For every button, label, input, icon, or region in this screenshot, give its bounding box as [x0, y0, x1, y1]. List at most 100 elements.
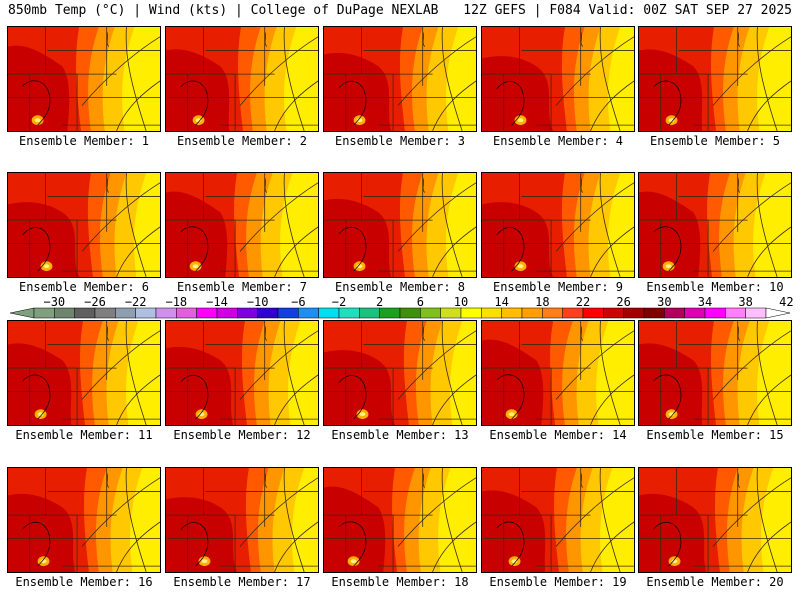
- state-boundary: [555, 182, 634, 252]
- state-boundary: [432, 80, 476, 131]
- state-boundary: [81, 182, 160, 252]
- warm-spot-core: [350, 559, 357, 564]
- state-boundary: [747, 521, 791, 572]
- state-boundary: [283, 27, 305, 131]
- warm-spot-core: [201, 559, 208, 564]
- colorbar-tick-label: 18: [535, 295, 550, 309]
- temperature-field: [639, 27, 791, 131]
- ensemble-member-map: [638, 467, 792, 573]
- state-boundary: [274, 226, 318, 277]
- ensemble-member-label: Ensemble Member: 13: [331, 428, 469, 442]
- state-boundary: [756, 468, 778, 572]
- ensemble-member-map: [481, 320, 635, 426]
- colorbar-tick-label: 22: [575, 295, 591, 309]
- colorbar-swatch: [135, 307, 157, 319]
- ensemble-member-label: Ensemble Member: 5: [649, 134, 781, 148]
- state-boundary: [747, 226, 791, 277]
- temperature-contour: [180, 522, 209, 567]
- temperature-band: [8, 493, 76, 572]
- colorbar-swatch: [562, 307, 584, 319]
- warm-spot-core: [668, 118, 675, 123]
- temperature-field: [8, 321, 160, 425]
- ensemble-member-map: [323, 467, 477, 573]
- colorbar-tick-label: −18: [165, 295, 188, 309]
- ensemble-member-map: [481, 172, 635, 278]
- state-boundary: [590, 521, 634, 572]
- temperature-contour: [22, 374, 51, 420]
- state-boundary: [712, 182, 791, 252]
- state-boundary: [116, 521, 160, 572]
- colorbar-swatch: [115, 307, 136, 319]
- colorbar-swatch: [216, 307, 238, 319]
- temperature-field: [639, 173, 791, 277]
- temperature-band: [166, 497, 238, 572]
- warm-spot-core: [359, 412, 366, 417]
- state-boundary: [274, 374, 318, 425]
- colorbar-swatch: [359, 307, 380, 319]
- colorbar-tick-label: 10: [453, 295, 469, 309]
- state-boundary: [283, 321, 305, 425]
- state-boundary: [432, 374, 476, 425]
- temperature-contour: [338, 80, 367, 126]
- warm-spot-core: [508, 412, 515, 417]
- temperature-field: [324, 27, 476, 131]
- colorbar-tick-label: −30: [43, 295, 66, 309]
- warm-spot-core: [37, 412, 44, 417]
- colorbar-swatch: [176, 307, 197, 319]
- ensemble-member-map: [638, 172, 792, 278]
- colorbar-swatch: [684, 307, 706, 319]
- warm-spot-core: [356, 118, 363, 123]
- state-boundary: [422, 177, 426, 193]
- ensemble-member-label: Ensemble Member: 20: [646, 575, 784, 589]
- state-boundary: [555, 477, 634, 547]
- state-boundary: [441, 321, 463, 425]
- state-boundary: [125, 173, 147, 277]
- state-boundary: [599, 468, 621, 572]
- temperature-contour: [180, 80, 209, 126]
- temperature-field: [8, 173, 160, 277]
- temperature-contour: [22, 521, 51, 567]
- state-boundary: [555, 330, 634, 400]
- temperature-band: [8, 343, 72, 425]
- state-boundary: [599, 321, 621, 425]
- temperature-band: [324, 198, 392, 277]
- ensemble-member-label: Ensemble Member: 10: [646, 280, 784, 294]
- colorbar-swatch: [237, 307, 258, 319]
- ensemble-member-label: Ensemble Member: 11: [15, 428, 153, 442]
- ensemble-member-label: Ensemble Member: 18: [331, 575, 469, 589]
- state-boundary: [580, 177, 584, 193]
- state-boundary: [283, 173, 305, 277]
- colorbar-swatch: [603, 307, 624, 319]
- colorbar-swatch: [542, 307, 563, 319]
- state-boundary: [283, 468, 305, 572]
- state-boundary: [239, 477, 318, 547]
- colorbar-tick-label: 2: [376, 295, 384, 309]
- ensemble-member-map: [7, 172, 161, 278]
- colorbar-max-arrow: [765, 307, 790, 319]
- temperature-band: [166, 191, 228, 277]
- temperature-field: [482, 173, 634, 277]
- temperature-contour: [653, 374, 682, 420]
- state-boundary: [81, 330, 160, 400]
- temperature-band: [166, 49, 230, 131]
- colorbar-swatch: [54, 307, 75, 319]
- colorbar-swatch: [298, 307, 319, 319]
- colorbar-swatch: [460, 307, 482, 319]
- ensemble-member-map: [638, 320, 792, 426]
- state-boundary: [264, 325, 268, 341]
- state-boundary: [274, 521, 318, 572]
- temperature-field: [8, 468, 160, 572]
- state-boundary: [590, 226, 634, 277]
- state-boundary: [441, 468, 463, 572]
- state-boundary: [580, 325, 584, 341]
- state-boundary: [397, 477, 476, 547]
- state-boundary: [737, 177, 741, 193]
- colorbar-tick-label: −22: [124, 295, 147, 309]
- colorbar-swatch: [94, 307, 116, 319]
- state-boundary: [441, 173, 463, 277]
- temperature-field: [639, 321, 791, 425]
- colorbar-swatch: [664, 307, 685, 319]
- state-boundary: [397, 330, 476, 400]
- temperature-band: [324, 52, 392, 131]
- state-boundary: [125, 321, 147, 425]
